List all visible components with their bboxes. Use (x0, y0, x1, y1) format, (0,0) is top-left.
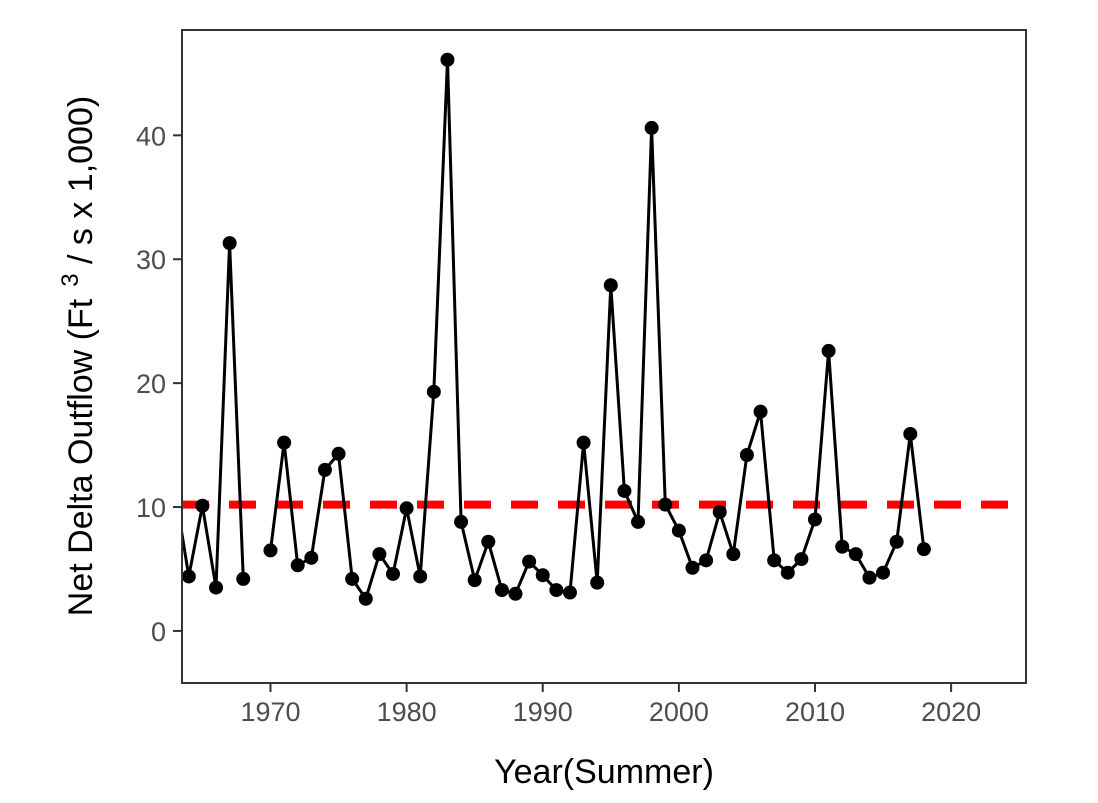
data-point-1979 (386, 566, 400, 581)
data-point-1968 (236, 571, 251, 586)
data-point-2004 (726, 547, 741, 562)
y-axis-title-prefix: Net Delta Outflow (Ft (62, 298, 100, 616)
x-tick-label-1990: 1990 (513, 697, 573, 727)
data-point-2016 (889, 534, 904, 549)
y-tick-label-10: 10 (136, 493, 166, 523)
data-point-2018 (916, 542, 931, 557)
data-point-1977 (358, 591, 373, 606)
data-point-2017 (903, 426, 918, 441)
y-tick-label-20: 20 (136, 369, 166, 399)
series-line-segment-2 (269, 58, 926, 601)
data-point-2012 (835, 539, 850, 554)
data-point-1972 (290, 558, 305, 573)
data-point-1982 (426, 384, 441, 399)
plot-panel-border (181, 29, 1027, 684)
data-point-1983 (440, 52, 455, 67)
series-line-segment-1 (182, 241, 245, 590)
data-point-1978 (372, 547, 387, 562)
x-tick-label-2020: 2020 (921, 697, 981, 727)
y-axis: 0 10 20 30 40 (136, 121, 182, 647)
data-point-1967 (222, 236, 237, 251)
x-tick-label-2000: 2000 (649, 697, 709, 727)
data-point-1990 (535, 568, 550, 583)
y-tick-label-0: 0 (151, 617, 166, 647)
data-point-2000 (671, 523, 686, 538)
data-point-1966 (209, 580, 224, 595)
data-point-2007 (767, 553, 782, 568)
data-point-1999 (658, 497, 673, 512)
data-point-1984 (454, 514, 469, 529)
data-point-1988 (508, 586, 523, 601)
data-point-1987 (494, 583, 509, 598)
data-point-1995 (603, 278, 618, 293)
data-point-2014 (862, 570, 877, 585)
data-point-2005 (739, 448, 754, 463)
data-point-2001 (685, 560, 700, 575)
data-point-2015 (876, 565, 891, 580)
y-axis-title-superscript: 3 (57, 273, 84, 286)
data-point-1975 (331, 446, 346, 461)
data-point-1993 (576, 435, 591, 450)
y-tick-label-40: 40 (136, 121, 166, 151)
data-point-1985 (467, 573, 482, 588)
data-point-2003 (712, 505, 727, 520)
data-point-1992 (562, 585, 577, 600)
data-point-1980 (399, 501, 414, 516)
x-tick-label-2010: 2010 (785, 697, 845, 727)
x-tick-label-1970: 1970 (240, 697, 300, 727)
data-point-1994 (590, 575, 605, 590)
data-point-1964 (182, 569, 196, 584)
data-point-1997 (631, 514, 646, 529)
data-point-2008 (780, 565, 795, 580)
data-point-1974 (317, 462, 332, 477)
data-point-1970 (263, 543, 278, 558)
x-axis-title: Year(Summer) (494, 753, 714, 791)
y-tick-label-30: 30 (136, 245, 166, 275)
data-point-2002 (699, 553, 714, 568)
data-point-2013 (848, 547, 863, 562)
data-point-1996 (617, 483, 632, 498)
y-axis-title-suffix: / s x 1,000) (62, 96, 100, 274)
data-point-1981 (413, 569, 428, 584)
data-point-1973 (304, 550, 319, 565)
data-point-2006 (753, 404, 768, 419)
data-point-2009 (794, 552, 809, 567)
data-point-1986 (481, 534, 496, 549)
data-point-1989 (522, 554, 537, 569)
data-point-1976 (345, 571, 360, 586)
data-point-2010 (808, 512, 822, 527)
data-point-2011 (821, 343, 836, 358)
y-axis-title: Net Delta Outflow (Ft 3 / s x 1,000) (57, 96, 100, 616)
data-point-1971 (277, 435, 292, 450)
data-point-1991 (549, 583, 564, 598)
data-point-1963 (182, 490, 183, 494)
data-point-1998 (644, 120, 659, 135)
x-axis: 1970 1980 1990 2000 2010 2020 (240, 683, 981, 727)
data-point-1965 (195, 498, 210, 513)
x-tick-label-1980: 1980 (377, 697, 437, 727)
